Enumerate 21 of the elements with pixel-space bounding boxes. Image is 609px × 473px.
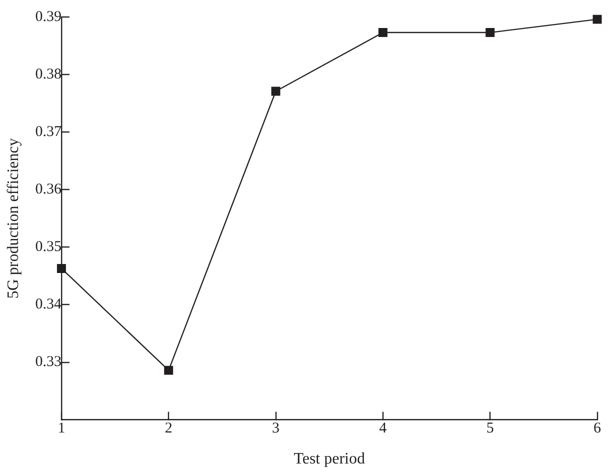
y-tick-label: 0.38 xyxy=(35,66,62,82)
x-tick-label: 5 xyxy=(486,420,494,437)
x-tick-label: 4 xyxy=(379,420,388,437)
point xyxy=(486,28,495,38)
point xyxy=(592,14,602,24)
y-tick-label: 0.39 xyxy=(35,8,62,25)
x-tick-label: 2 xyxy=(164,420,172,437)
y-tick-label: 0.35 xyxy=(35,239,62,256)
y-tick-label: 0.33 xyxy=(35,354,62,370)
x-tick-label: 3 xyxy=(272,420,280,437)
y-tick-label: 0.36 xyxy=(35,182,62,198)
point xyxy=(271,86,280,96)
y-tick-label: 0.34 xyxy=(35,296,62,313)
point xyxy=(164,366,174,375)
point xyxy=(378,28,388,38)
y-axis-title: 5G production efficiency xyxy=(4,138,22,299)
x-tick-label: 6 xyxy=(594,420,602,437)
x-tick-label: 1 xyxy=(58,420,66,437)
x-axis-title: Test period xyxy=(294,450,366,468)
y-tick-label: 0.37 xyxy=(35,124,62,140)
point xyxy=(56,264,66,273)
